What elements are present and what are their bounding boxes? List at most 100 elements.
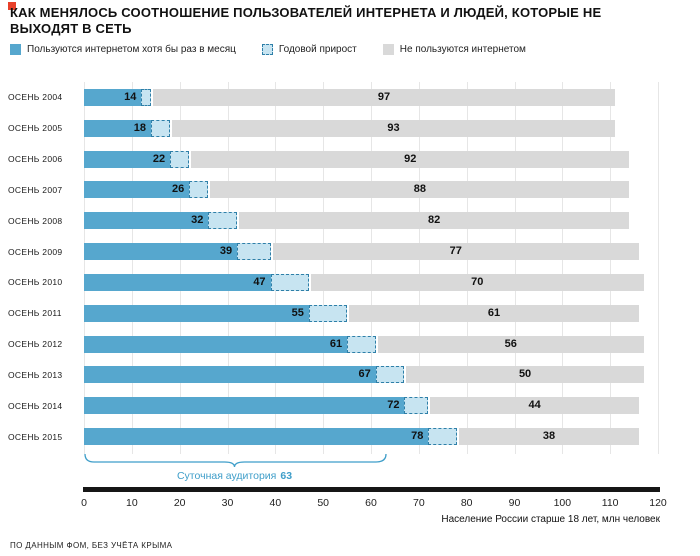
bar-users <box>84 150 171 168</box>
users-value-label: 67 <box>358 368 371 381</box>
users-value-label: 39 <box>219 245 233 258</box>
bar-growth <box>270 273 309 291</box>
daily-audience-value: 63 <box>280 470 293 482</box>
users-value-label: 78 <box>411 430 424 443</box>
bar-nonusers <box>210 181 630 199</box>
bar-growth <box>428 428 458 446</box>
x-tick-label: 50 <box>317 497 329 509</box>
row-label: ОСЕНЬ 2010 <box>8 277 63 288</box>
bar-users <box>84 397 405 415</box>
bar-nonusers <box>239 212 630 230</box>
x-tick-label: 20 <box>173 497 186 509</box>
bar-users <box>84 335 348 353</box>
legend-label-nonusers: Не пользуются интернетом <box>399 44 526 55</box>
bar-growth <box>189 181 209 199</box>
gridline <box>466 82 468 454</box>
gridline <box>227 82 229 454</box>
bars: 26 88 <box>84 181 658 199</box>
x-tick-label: 60 <box>365 497 377 509</box>
bar-nonusers <box>430 397 639 415</box>
row-label: ОСЕНЬ 2004 <box>8 92 63 103</box>
row-label: ОСЕНЬ 2015 <box>8 431 63 442</box>
chart-row: ОСЕНЬ 2004 14 97 <box>0 82 700 113</box>
gridline <box>179 82 181 454</box>
nonusers-value-label: 38 <box>542 430 556 443</box>
bar-growth <box>308 304 348 322</box>
nonusers-value-label: 93 <box>387 121 400 134</box>
bar-nonusers <box>272 243 639 261</box>
bar-growth <box>141 88 151 106</box>
bar-nonusers <box>349 304 639 322</box>
bar-nonusers <box>191 150 630 168</box>
legend-item-users: Пользуются интернетом хотя бы раз в меся… <box>10 44 236 55</box>
legend-label-users: Пользуются интернетом хотя бы раз в меся… <box>27 44 236 55</box>
x-tick-label: 40 <box>269 497 282 509</box>
brand-mark <box>8 2 16 10</box>
x-axis-line <box>83 487 660 492</box>
nonusers-value-label: 82 <box>428 214 441 227</box>
users-value-label: 47 <box>253 275 266 288</box>
bar-growth <box>347 335 376 353</box>
bar-nonusers <box>172 119 615 137</box>
bar-nonusers <box>152 88 615 106</box>
daily-audience-text: Суточная аудитория <box>176 470 277 482</box>
bar-growth <box>375 366 405 384</box>
bars: 55 61 <box>84 304 658 322</box>
users-value-label: 26 <box>171 183 185 196</box>
x-tick-label: 70 <box>412 497 425 509</box>
brace-path <box>84 453 387 468</box>
users-value-label: 55 <box>291 306 304 319</box>
nonusers-value-label: 61 <box>487 306 501 319</box>
gridline <box>658 82 659 454</box>
nonusers-value-label: 92 <box>404 152 417 165</box>
chart-row: ОСЕНЬ 2007 26 88 <box>0 174 700 205</box>
x-tick-label: 90 <box>508 497 521 509</box>
chart-row: ОСЕНЬ 2010 47 70 <box>0 267 700 298</box>
bar-rows: ОСЕНЬ 2004 14 97 ОСЕНЬ 2005 18 93 ОСЕНЬ 2006 22… <box>0 82 700 452</box>
nonusers-value-label: 77 <box>449 245 462 258</box>
gridline <box>84 82 85 454</box>
row-label: ОСЕНЬ 2014 <box>8 400 63 411</box>
legend-swatch-users-icon <box>10 44 21 55</box>
bar-users <box>84 304 309 322</box>
x-tick-label: 0 <box>81 497 87 509</box>
bar-users <box>84 273 271 291</box>
x-axis-ticks: 0 10 20 30 40 50 60 70 80 90 100 110 120 <box>0 497 700 511</box>
nonusers-value-label: 88 <box>413 183 426 196</box>
x-tick-label: 110 <box>601 497 619 509</box>
x-tick-label: 30 <box>221 497 234 509</box>
bars: 32 82 <box>84 212 658 230</box>
chart-title: КАК МЕНЯЛОСЬ СООТНОШЕНИЕ ПОЛЬЗОВАТЕЛЕЙ И… <box>10 5 602 36</box>
bar-users <box>84 212 209 230</box>
users-value-label: 22 <box>152 152 166 165</box>
row-label: ОСЕНЬ 2013 <box>8 369 63 380</box>
bars: 72 44 <box>84 397 658 415</box>
nonusers-value-label: 56 <box>504 337 517 350</box>
chart-row: ОСЕНЬ 2014 72 44 <box>0 390 700 421</box>
bars: 67 50 <box>84 366 658 384</box>
legend-item-growth: Годовой прирост <box>261 44 357 55</box>
gridline <box>418 82 420 454</box>
legend-swatch-growth-icon <box>261 44 273 55</box>
row-label: ОСЕНЬ 2011 <box>8 308 62 319</box>
daily-audience-brace <box>84 453 387 468</box>
bar-users <box>84 366 376 384</box>
chart-row: ОСЕНЬ 2013 67 50 <box>0 359 700 390</box>
legend: Пользуются интернетом хотя бы раз в меся… <box>10 44 526 55</box>
gridline <box>514 82 516 454</box>
x-tick-label: 100 <box>553 497 572 509</box>
legend-label-growth: Годовой прирост <box>278 44 357 55</box>
bar-nonusers <box>377 335 644 353</box>
bar-growth <box>150 119 171 137</box>
bar-users <box>84 243 238 261</box>
bar-growth <box>170 150 190 168</box>
bar-growth <box>208 212 238 230</box>
gridline <box>371 82 372 454</box>
daily-audience-label: Суточная аудитория 63 <box>177 470 292 482</box>
chart-row: ОСЕНЬ 2009 39 77 <box>0 236 700 267</box>
chart-row: ОСЕНЬ 2011 55 61 <box>0 298 700 329</box>
bars: 22 92 <box>84 150 658 168</box>
nonusers-value-label: 70 <box>471 275 484 288</box>
bars: 39 77 <box>84 243 658 261</box>
chart-row: ОСЕНЬ 2008 32 82 <box>0 205 700 236</box>
